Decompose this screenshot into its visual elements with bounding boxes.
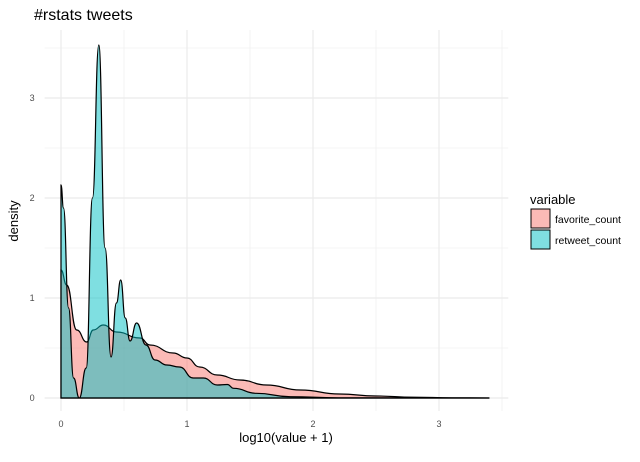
legend: variable favorite_count retweet_count	[530, 192, 621, 250]
x-tick-label: 2	[310, 419, 315, 429]
legend-key-retweet	[530, 229, 551, 250]
y-axis-label: density	[6, 200, 21, 242]
chart-title: #rstats tweets	[34, 7, 133, 24]
y-tick-label: 2	[30, 193, 35, 203]
legend-label-favorite: favorite_count	[555, 214, 621, 226]
x-tick-label: 0	[58, 419, 63, 429]
y-tick-label: 1	[30, 293, 35, 303]
density-area-retweet-count	[60, 44, 490, 399]
y-tick-label: 3	[30, 93, 35, 103]
y-tick-label: 0	[30, 393, 35, 403]
legend-label-retweet: retweet_count	[555, 235, 621, 247]
legend-key-favorite	[530, 208, 551, 229]
x-axis-label: log10(value + 1)	[239, 430, 333, 445]
legend-title: variable	[530, 192, 576, 207]
x-tick-label: 3	[436, 419, 441, 429]
x-tick-label: 1	[184, 419, 189, 429]
